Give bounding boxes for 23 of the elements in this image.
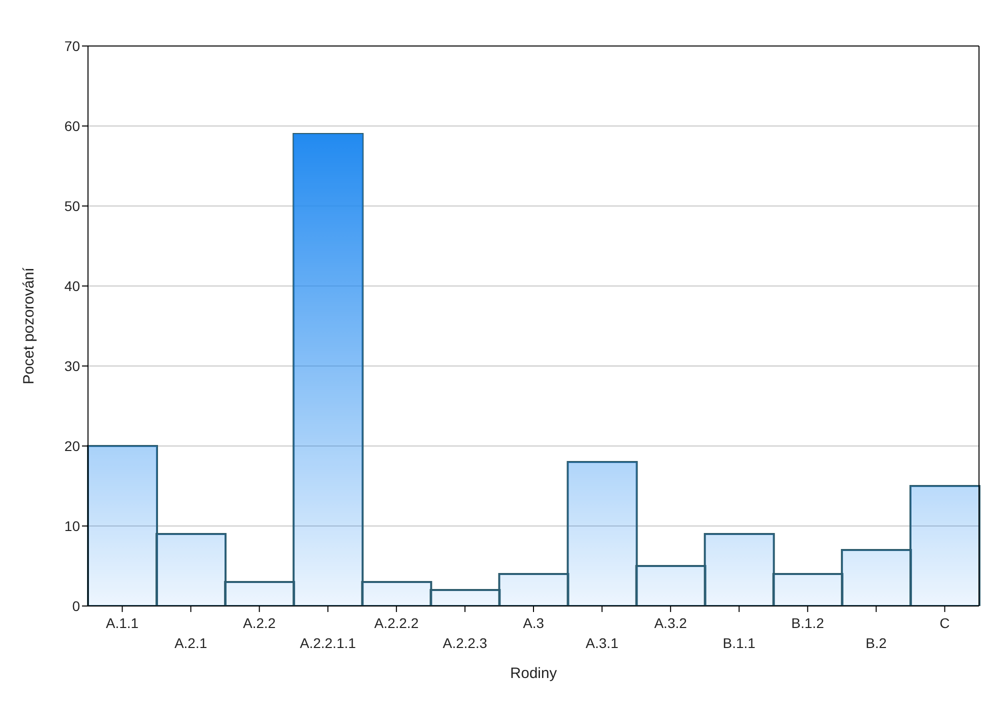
y-tick-label: 60 (64, 118, 80, 134)
y-tick-label: 20 (64, 438, 80, 454)
x-tick-label: A.3.2 (654, 615, 688, 631)
x-tick-label: B.1.2 (791, 615, 824, 631)
x-tick-label: B.2 (866, 635, 887, 651)
x-tick-label: A.3.1 (586, 635, 619, 651)
x-tick-label: A.2.2.3 (442, 635, 488, 651)
y-tick-label: 30 (64, 358, 80, 374)
x-tick-label: C (940, 615, 950, 631)
x-tick-label: A.3 (522, 615, 544, 631)
y-tick-label: 40 (64, 278, 80, 294)
x-axis-title: Rodiny (510, 665, 558, 682)
x-tick-label: A.2.2.2 (374, 615, 419, 631)
y-tick-label: 0 (72, 598, 80, 614)
y-tick-label: 70 (64, 38, 80, 54)
x-tick-label: A.1.1 (106, 615, 139, 631)
x-tick-label: A.2.2.1.1 (300, 635, 356, 651)
y-tick-label: 50 (64, 198, 80, 214)
x-tick-label: B.1.1 (722, 635, 756, 651)
x-tick-label: A.2.2 (242, 615, 276, 631)
y-tick-label: 10 (64, 518, 80, 534)
x-tick-label: A.2.1 (174, 635, 208, 651)
y-axis-title: Pocet pozorování (20, 266, 38, 384)
